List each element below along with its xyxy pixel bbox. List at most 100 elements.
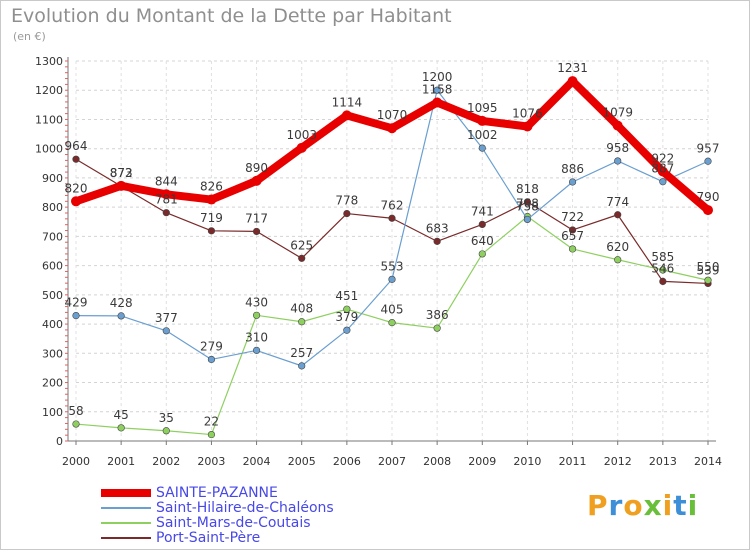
x-tick-label: 2000 (62, 455, 90, 468)
x-tick-label: 2008 (423, 455, 451, 468)
data-label: 546 (651, 261, 674, 275)
data-point (567, 76, 578, 87)
data-label: 640 (471, 234, 494, 248)
legend-swatch (101, 536, 151, 539)
x-tick-label: 2005 (288, 455, 316, 468)
data-point (207, 227, 216, 235)
data-label: 386 (426, 308, 449, 322)
data-point (478, 220, 486, 228)
data-point (568, 245, 577, 253)
legend-item: SAINTE-PAZANNE (101, 485, 278, 501)
data-label: 844 (155, 174, 178, 188)
data-label: 377 (155, 311, 178, 325)
data-point (343, 326, 351, 334)
data-point (703, 205, 713, 216)
y-tick-label: 200 (42, 377, 63, 390)
data-point (207, 355, 216, 364)
x-tick-label: 2001 (107, 455, 135, 468)
x-tick-label: 2007 (378, 455, 406, 468)
data-label: 717 (245, 211, 268, 225)
data-label: 964 (65, 139, 88, 153)
data-point (207, 430, 216, 439)
data-label: 1231 (557, 61, 588, 75)
data-label: 257 (290, 346, 313, 360)
data-label: 1076 (512, 106, 543, 120)
y-tick-label: 1100 (35, 113, 63, 126)
data-point (252, 311, 261, 319)
data-label: 58 (68, 404, 83, 418)
data-point (433, 324, 441, 332)
legend-swatch (101, 521, 151, 524)
data-label: 550 (697, 260, 720, 274)
y-tick-label: 900 (42, 172, 63, 185)
data-label: 1114 (332, 95, 363, 109)
data-point (614, 256, 622, 264)
legend-label: Port-Saint-Père (156, 529, 261, 546)
data-label: 781 (155, 193, 178, 207)
data-point (206, 194, 217, 205)
data-point (614, 211, 622, 219)
data-label: 379 (335, 310, 358, 324)
data-label: 957 (697, 141, 720, 155)
y-tick-label: 1000 (35, 143, 63, 156)
legend-swatch (101, 506, 151, 509)
data-label: 820 (65, 181, 88, 195)
data-label: 778 (335, 194, 358, 208)
data-label: 818 (516, 182, 539, 196)
data-point (523, 198, 532, 206)
data-label: 310 (245, 330, 268, 344)
data-label: 719 (200, 211, 223, 225)
data-point (612, 120, 623, 131)
data-point (388, 214, 396, 222)
data-label: 887 (651, 162, 674, 176)
data-point (659, 178, 667, 186)
data-point (388, 319, 396, 327)
x-tick-label: 2010 (513, 455, 541, 468)
legend-item: Saint-Hilaire-de-Chaléons (101, 500, 334, 516)
y-tick-label: 1200 (35, 84, 63, 97)
data-point (432, 97, 443, 108)
data-label: 741 (471, 204, 494, 218)
data-point (296, 142, 307, 153)
data-point (387, 123, 397, 134)
x-tick-label: 2002 (152, 455, 180, 468)
data-labels: 820 873 844 826 890 1003 1114 1070 1158 1095 1076 1… (65, 61, 720, 428)
data-label: 758 (516, 199, 539, 213)
data-label: 1095 (467, 101, 498, 115)
data-point (72, 312, 80, 320)
data-point (161, 189, 172, 200)
data-point (478, 250, 486, 258)
legend-swatch (101, 488, 151, 497)
data-label: 405 (381, 303, 404, 317)
data-label: 429 (65, 296, 88, 310)
data-label: 890 (245, 161, 268, 175)
x-tick-label: 2014 (694, 455, 722, 468)
data-label: 430 (245, 295, 268, 309)
data-point (659, 266, 667, 274)
y-tick-label: 700 (42, 230, 63, 243)
data-label: 539 (697, 263, 720, 277)
data-label: 958 (606, 141, 629, 155)
data-point (71, 196, 81, 207)
data-point (252, 346, 261, 354)
data-label: 620 (606, 240, 629, 254)
y-tick-label: 600 (42, 260, 63, 273)
data-point (388, 275, 396, 283)
data-point (523, 215, 532, 224)
data-point (117, 424, 125, 432)
data-point (657, 166, 668, 177)
data-label: 683 (426, 221, 449, 235)
data-point (72, 155, 80, 163)
series-lines (71, 76, 713, 439)
data-point (162, 209, 170, 217)
data-point (704, 276, 712, 284)
data-point (704, 157, 712, 165)
data-point (433, 86, 441, 94)
data-label: 1079 (602, 106, 633, 120)
legend-item: Saint-Mars-de-Coutais (101, 515, 311, 531)
legend-item: Port-Saint-Père (101, 529, 261, 546)
data-point (433, 237, 441, 245)
data-label: 886 (561, 162, 584, 176)
